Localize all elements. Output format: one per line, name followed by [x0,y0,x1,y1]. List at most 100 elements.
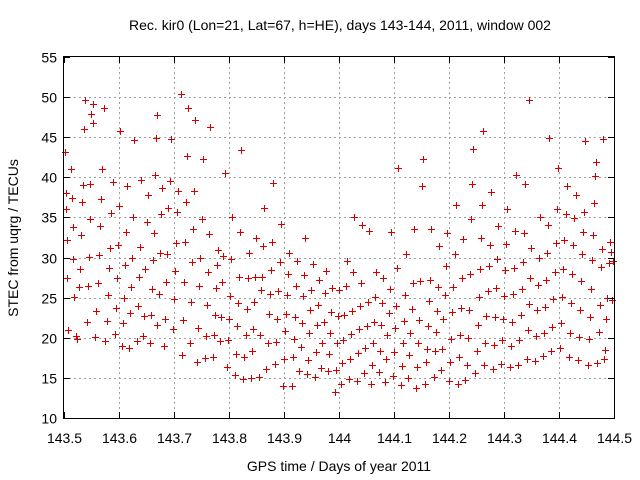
data-point [409,306,416,313]
data-point [524,356,531,363]
data-point [533,333,540,340]
data-point [606,260,613,267]
data-point [329,285,336,292]
data-point [494,256,501,263]
data-point [147,340,154,347]
data-point [594,360,601,367]
y-tick-label: 15 [41,371,57,387]
data-point [518,312,525,319]
data-point [597,302,604,309]
data-point [154,112,161,119]
data-point [510,291,517,298]
y-axis-label: STEC from uqrg / TECUs [5,159,21,317]
x-tick-labels: 143.5 143.6 143.7 143.8 143.9 144 144.1 144.2 14… [47,430,632,446]
data-point [516,337,523,344]
data-point [237,229,244,236]
data-point [466,307,473,314]
data-point [453,202,460,209]
data-point [251,299,258,306]
data-point [588,286,595,293]
data-point [165,205,172,212]
data-point [275,288,282,295]
data-point [371,319,378,326]
data-point [136,274,143,281]
data-point [312,374,319,381]
data-point [129,255,136,262]
data-point [554,206,561,213]
data-point [187,340,194,347]
data-point [349,308,356,315]
data-point [346,376,353,383]
data-point [296,368,303,375]
data-point [432,348,439,355]
data-point [250,326,257,333]
data-point [257,332,264,339]
data-point [468,216,475,223]
data-point [535,282,542,289]
data-point [256,374,263,381]
y-tick-label: 35 [41,210,57,226]
data-point [559,294,566,301]
data-point [610,258,617,265]
data-point [402,292,409,299]
data-point [440,316,447,323]
data-point [213,285,220,292]
data-point [69,195,76,202]
data-point [189,259,196,266]
data-point [70,224,77,231]
data-point [472,370,479,377]
data-point [227,293,234,300]
data-point [475,322,482,329]
data-point [600,136,607,143]
data-point [433,329,440,336]
data-point [282,328,289,335]
data-point [513,172,520,179]
data-point [206,231,213,238]
data-point [184,153,191,160]
data-point [77,266,84,273]
x-tick-label: 143.5 [47,430,82,446]
data-point [477,266,484,273]
data-point [151,230,158,237]
data-point [188,299,195,306]
data-point [427,277,434,284]
data-point [366,228,373,235]
data-point [323,268,330,275]
data-point [470,146,477,153]
data-point [340,337,347,344]
data-point [316,277,323,284]
data-point [414,364,421,371]
y-tick-label: 25 [41,291,57,307]
data-point [64,237,71,244]
data-point [581,209,588,216]
data-point [78,232,85,239]
data-point [553,240,560,247]
data-point [591,200,598,207]
data-point [116,203,123,210]
data-point [196,283,203,290]
data-point [123,229,130,236]
data-point [233,351,240,358]
y-tick-labels: 10 15 20 25 30 35 40 45 50 55 [41,50,57,427]
data-point [105,292,112,299]
data-point [362,345,369,352]
data-point [459,275,466,282]
data-point [384,332,391,339]
data-point [405,375,412,382]
data-point [214,262,221,269]
x-tick-label: 144.4 [542,430,577,446]
y-tick-label: 55 [41,50,57,66]
data-point [90,120,97,127]
data-point [378,322,385,329]
data-point [541,330,548,337]
data-point [555,165,562,172]
data-point [328,309,335,316]
data-point [326,351,333,358]
x-tick-label: 143.7 [157,430,192,446]
data-point [492,314,499,321]
data-point [195,325,202,332]
data-point [68,166,75,173]
data-point [207,124,214,131]
data-point [386,310,393,317]
y-tick-label: 40 [41,170,57,186]
